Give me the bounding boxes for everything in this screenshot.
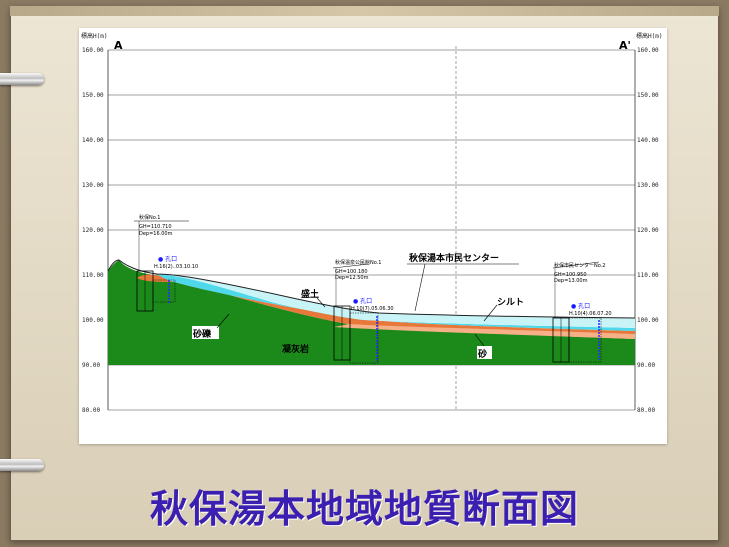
borehole-2: 秋保温泉公民館No.1 GH=100.180 Dep=12.50m ● 孔口 H… [332,259,394,364]
binder-ring-top [0,73,44,85]
borehole-3-detail-2: Dep=13.00m [554,278,588,284]
left-axis-title: 標高H(m) [81,32,107,40]
board-top-edge [10,6,719,16]
borehole-2-mark: ● 孔口 [353,297,372,305]
label-fill: 盛土 [301,288,326,308]
borehole-2-detail-2: Dep=12.50m [335,275,369,281]
borehole-1-title: 秋保No.1 [139,214,160,221]
borehole-1-detail-1: GH=110.710 [139,224,172,230]
left-tick-110: 110.00 [82,272,104,279]
svg-text:盛土: 盛土 [301,288,319,300]
right-axis-title: 標高H(m) [636,32,662,40]
cross-section-slide: 標高H(m) 160.00 150.00 140.00 130.00 120.0… [79,28,667,444]
geologic-cross-section: 標高H(m) 160.00 150.00 140.00 130.00 120.0… [81,32,662,414]
left-tick-160: 160.00 [82,47,104,54]
right-tick-160: 160.00 [637,47,659,54]
borehole-3-date: H.10(4).06.07.20 [569,311,612,317]
borehole-1: 秋保No.1 GH=110.710 Dep=16.00m ● 孔口 H.16(2… [134,214,198,312]
sand-layer [334,324,635,339]
ground-surface-line [107,259,636,319]
right-tick-90: 90.00 [637,362,655,369]
borehole-1-detail-2: Dep=16.00m [139,231,173,237]
tuff-layer [108,260,635,365]
left-tick-100: 100.00 [82,317,104,324]
left-tick-90: 90.00 [82,362,100,369]
page-title: 秋保湯本地域地質断面図 [149,487,579,531]
section-end-label: A' [619,39,631,52]
borehole-3-title: 秋保市民センターNo.2 [554,262,605,269]
borehole-2-date: H.10(7).05.06.30 [351,306,394,312]
left-tick-80: 80.00 [82,407,100,414]
right-tick-150: 150.00 [637,92,659,99]
right-tick-140: 140.00 [637,137,659,144]
borehole-2-detail-1: GH=100.180 [335,269,368,275]
right-tick-80: 80.00 [637,407,655,414]
left-tick-130: 130.00 [82,182,104,189]
svg-text:砂: 砂 [478,348,487,360]
borehole-2-title: 秋保温泉公民館No.1 [335,259,381,266]
fill-layer [157,274,635,328]
left-tick-140: 140.00 [82,137,104,144]
borehole-3: 秋保市民センターNo.2 GH=100.950 Dep=13.00m ● 孔口 … [552,261,612,363]
right-tick-130: 130.00 [637,182,659,189]
left-tick-150: 150.00 [82,92,104,99]
right-tick-120: 120.00 [637,227,659,234]
right-tick-100: 100.00 [637,317,659,324]
right-tick-110: 110.00 [637,272,659,279]
borehole-1-mark: ● 孔口 [158,255,177,263]
label-silt: シルト [483,297,524,322]
svg-text:秋保湯本市民センター: 秋保湯本市民センター [408,252,499,264]
left-tick-120: 120.00 [82,227,104,234]
section-start-label: A [114,39,123,52]
label-tuff: 凝灰岩 [282,343,309,355]
svg-text:砂礫: 砂礫 [193,328,212,340]
svg-text:シルト: シルト [497,297,524,308]
borehole-1-date: H.16(2)..03.10.10 [154,264,198,270]
label-sand: 砂 [474,333,492,360]
binder-ring-bottom [0,459,44,471]
label-building: 秋保湯本市民センター [407,252,519,312]
svg-text:凝灰岩: 凝灰岩 [282,343,309,355]
borehole-3-detail-1: GH=100.950 [554,272,587,278]
borehole-3-mark: ● 孔口 [571,302,590,310]
label-gravel: 砂礫 [192,313,230,340]
